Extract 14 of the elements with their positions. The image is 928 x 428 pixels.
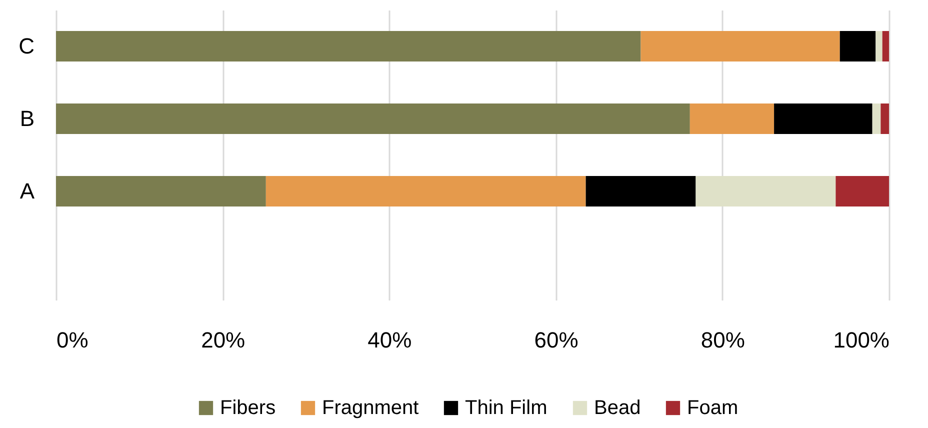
x-tick-label: 60% [534,328,578,352]
y-tick-label: A [20,178,35,204]
x-tick-label: 40% [368,328,412,352]
legend-label: Foam [687,397,738,419]
x-tick-label: 0% [56,328,88,352]
y-tick-label: B [20,106,34,131]
legend-label: Thin Film [465,397,548,419]
legend-label: Fibers [220,397,276,419]
legend-label: Bead [594,397,641,419]
legend-label: Fragnment [322,397,420,419]
y-tick-label: C [18,33,35,58]
x-tick-label: 80% [700,328,745,352]
x-tick-label: 100% [833,328,890,352]
x-tick-label: 20% [201,328,246,352]
